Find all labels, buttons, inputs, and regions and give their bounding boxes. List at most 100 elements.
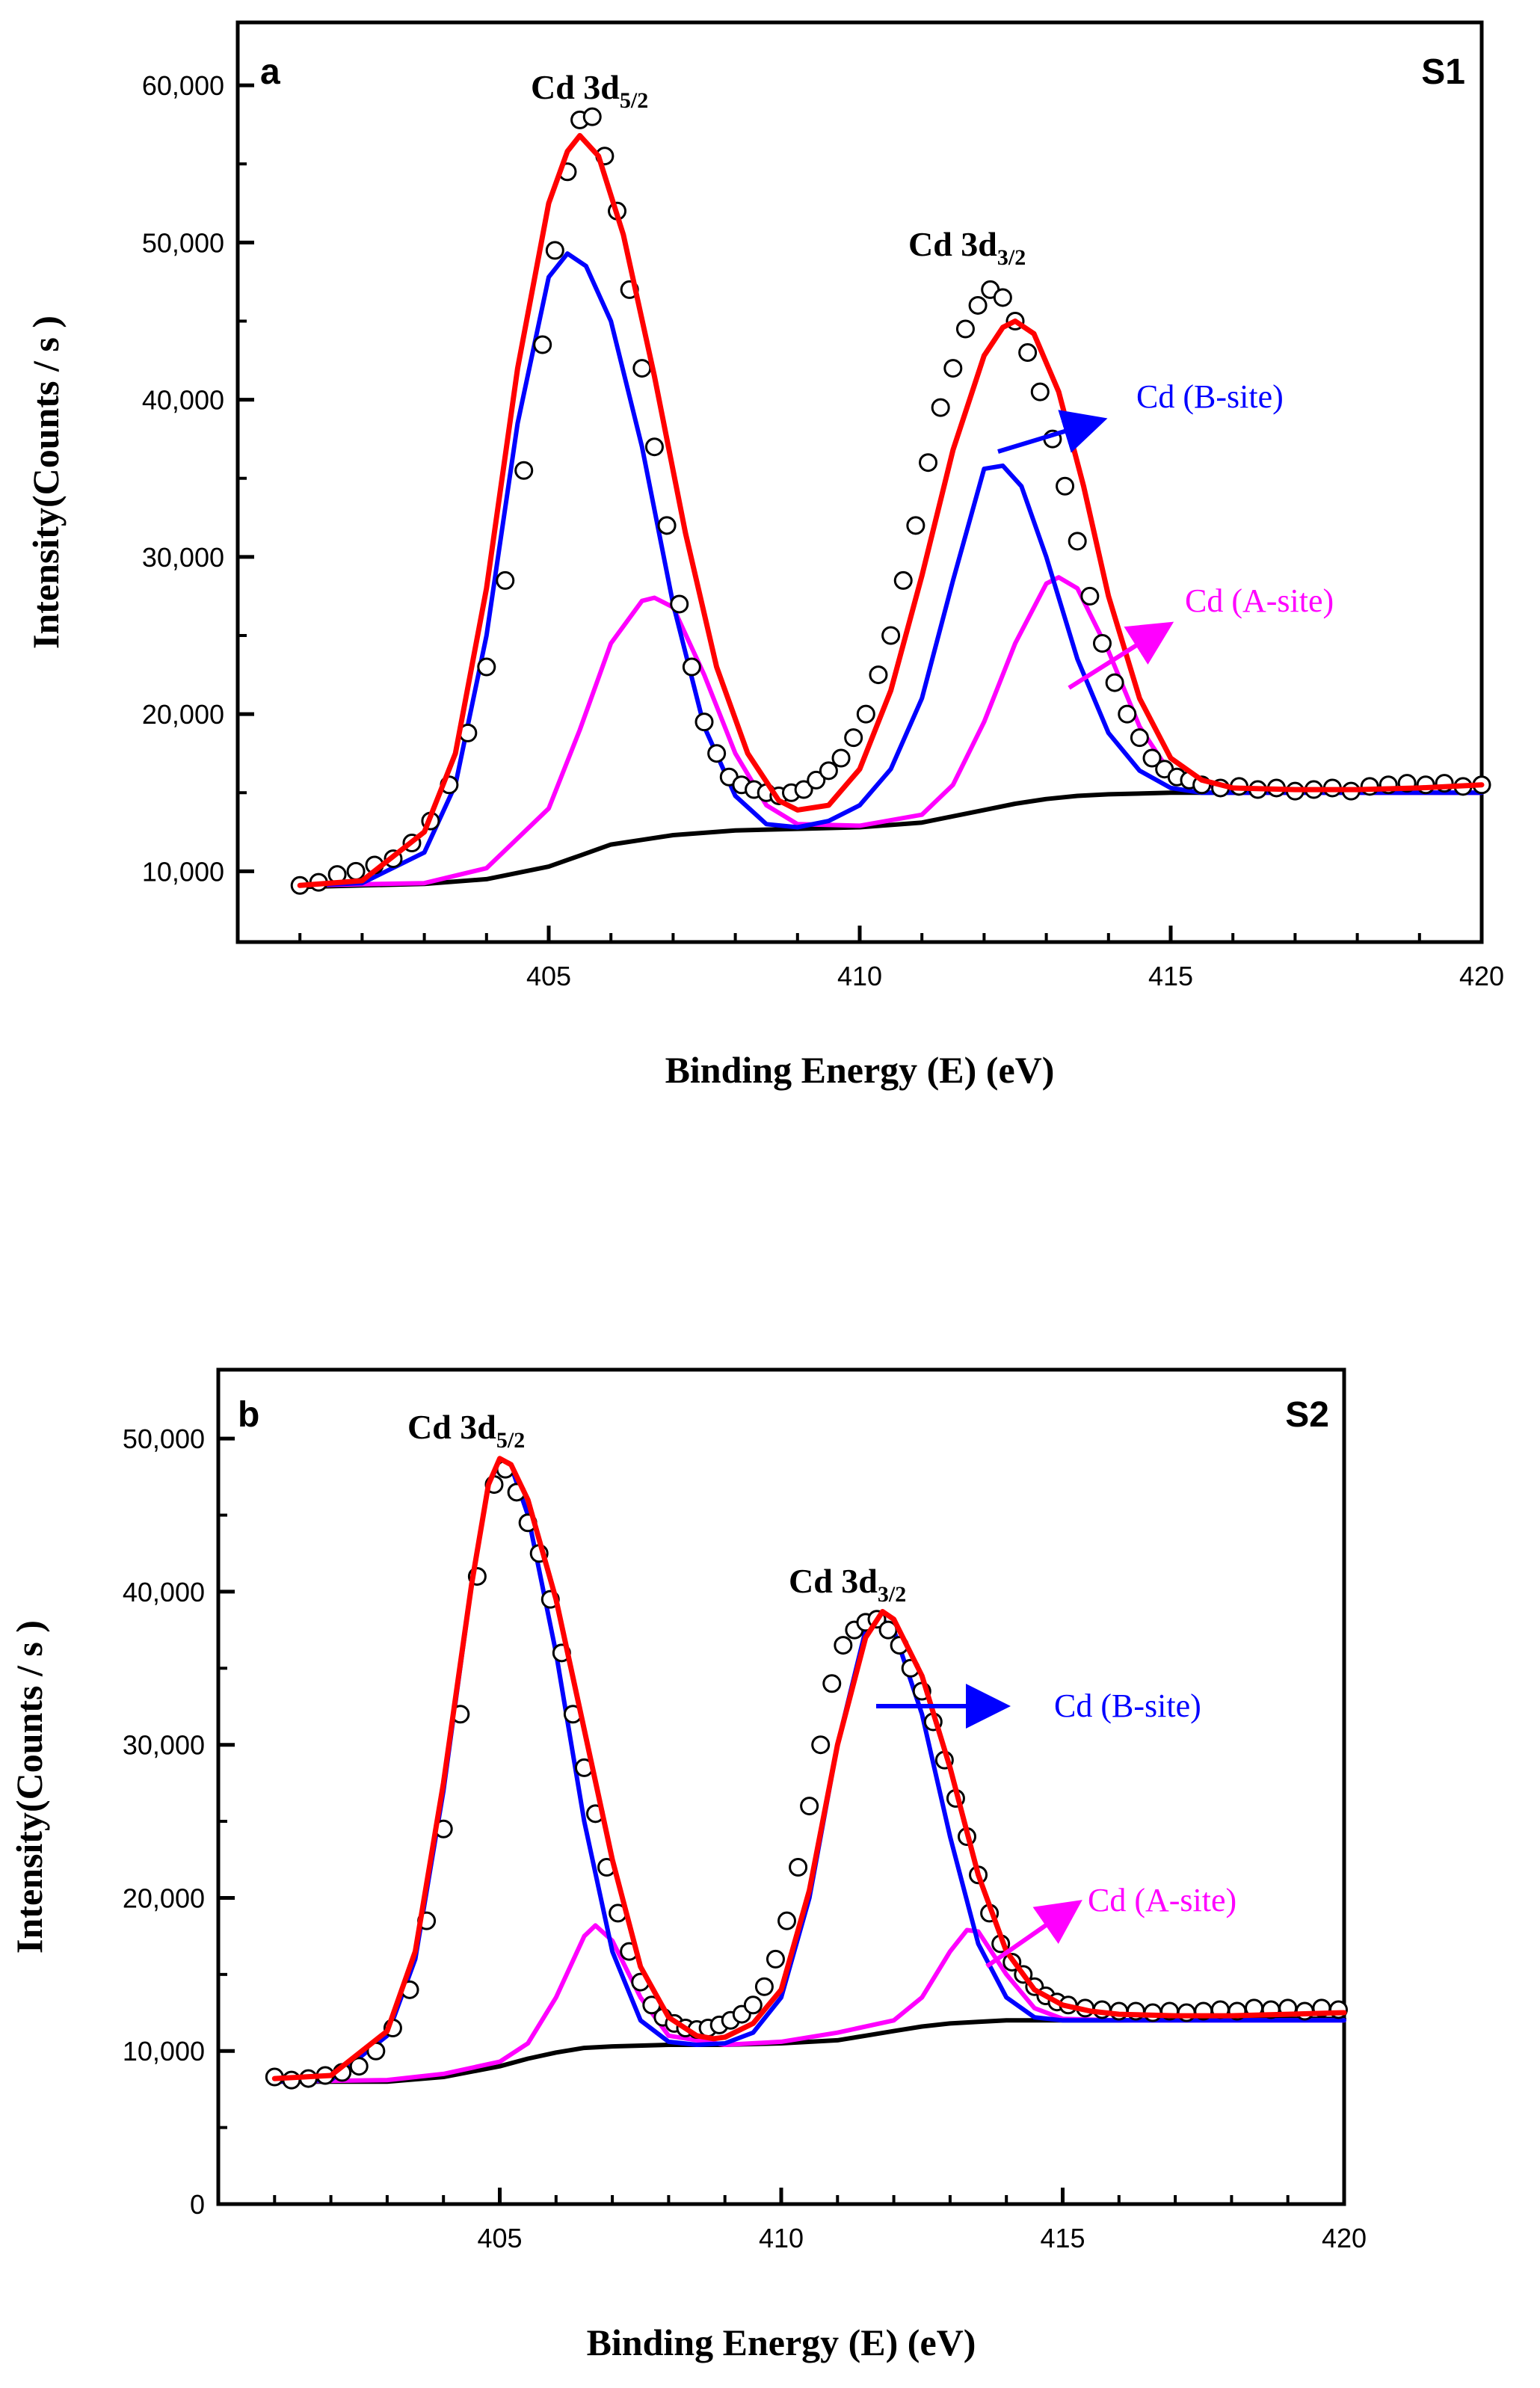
data-point	[819, 761, 838, 781]
x-axis-title: Binding Energy (E) (eV)	[665, 1049, 1055, 1091]
peak-label-prefix: Cd 3d	[789, 1562, 878, 1600]
data-point	[657, 516, 677, 535]
data-point	[1092, 634, 1112, 653]
x-axis-title: Binding Energy (E) (eV)	[587, 2321, 976, 2363]
data-point	[777, 1911, 797, 1930]
data-point	[800, 1797, 819, 1816]
data-point	[477, 657, 496, 677]
data-point	[754, 1977, 774, 1996]
b-site-arrow	[997, 410, 1108, 454]
data-point	[881, 626, 901, 645]
peak-label-subscript: 5/2	[496, 1428, 525, 1453]
y-tick-label: 30,000	[123, 1730, 205, 1761]
sample-label: S1	[1421, 52, 1465, 92]
data-point	[919, 453, 938, 473]
experimental-points	[290, 107, 1491, 895]
data-point	[346, 861, 366, 881]
data-point	[789, 1858, 808, 1877]
peak-label-3d32: Cd 3d3/2	[908, 225, 1026, 270]
b-site-curve	[272, 1459, 1346, 2084]
data-point	[955, 319, 975, 339]
series-layer	[265, 1456, 1348, 2090]
peak-label-subscript: 5/2	[620, 88, 648, 113]
data-point	[1030, 382, 1050, 401]
data-point	[943, 359, 963, 378]
peak-label-3d52: Cd 3d5/2	[531, 68, 648, 113]
data-point	[1105, 673, 1124, 692]
data-point	[670, 594, 689, 614]
background-curve	[298, 790, 1484, 890]
y-axis-title: Intensity(Counts / s )	[8, 1620, 50, 1954]
panel-letter: b	[238, 1395, 259, 1435]
peak-label-3d52: Cd 3d5/2	[407, 1408, 525, 1453]
peak-label-subscript: 3/2	[878, 1582, 906, 1607]
y-tick-label: 50,000	[123, 1424, 205, 1454]
a-site-label: Cd (A-site)	[1185, 582, 1334, 619]
x-axis-ticks: 405 410 415 420	[273, 2188, 1367, 2253]
x-tick-label: 420	[1459, 961, 1504, 991]
y-tick-label: 10,000	[142, 856, 224, 887]
a-site-arrow	[1068, 621, 1174, 690]
y-tick-label: 30,000	[142, 542, 224, 573]
background-curve	[272, 2016, 1346, 2084]
y-tick-label: 20,000	[123, 1883, 205, 1913]
data-point	[993, 288, 1012, 307]
peak-label-prefix: Cd 3d	[908, 225, 997, 263]
y-tick-label: 40,000	[123, 1577, 205, 1607]
x-tick-label: 420	[1322, 2223, 1367, 2253]
data-point	[869, 665, 888, 685]
data-point	[807, 770, 826, 790]
y-tick-label: 50,000	[142, 227, 224, 258]
data-point	[496, 570, 515, 590]
data-point	[1068, 532, 1087, 551]
data-point	[968, 295, 988, 315]
data-point	[893, 570, 913, 590]
data-point	[931, 398, 950, 417]
data-point	[1056, 476, 1075, 496]
y-tick-label: 10,000	[123, 2036, 205, 2067]
sample-label: S2	[1285, 1395, 1329, 1435]
data-point	[632, 359, 652, 378]
y-axis-title: Intensity(Counts / s )	[25, 316, 67, 649]
data-point	[582, 107, 602, 126]
data-point	[1177, 2003, 1196, 2022]
y-axis-ticks: 0 10,000 20,000 30,000 40,000 50,000	[123, 1424, 235, 2220]
peak-label-3d32: Cd 3d3/2	[789, 1562, 906, 1607]
x-tick-label: 410	[759, 2223, 804, 2253]
y-tick-label: 40,000	[142, 385, 224, 416]
data-point	[514, 461, 534, 480]
data-point	[1018, 343, 1038, 363]
data-point	[1130, 728, 1149, 748]
data-point	[844, 728, 863, 748]
data-point	[707, 744, 727, 763]
data-point	[1360, 777, 1379, 796]
data-point	[794, 780, 813, 799]
y-axis-ticks: 10,000 20,000 30,000 40,000 50,000 60,000	[142, 70, 254, 887]
data-point	[906, 516, 925, 535]
peak-label-subscript: 3/2	[997, 245, 1026, 270]
data-point	[1142, 748, 1162, 768]
data-point	[682, 657, 701, 677]
data-point	[644, 437, 664, 457]
data-point	[545, 241, 564, 260]
x-axis-ticks: 405 410 415 420	[298, 926, 1504, 991]
peak-label-prefix: Cd 3d	[531, 68, 620, 106]
data-point	[533, 335, 552, 354]
a-site-curve	[298, 575, 1484, 888]
b-site-label: Cd (B-site)	[1054, 1687, 1201, 1724]
y-tick-label: 20,000	[142, 699, 224, 730]
data-point	[349, 2057, 369, 2076]
series-layer	[290, 107, 1491, 895]
peak-label-prefix: Cd 3d	[407, 1408, 496, 1446]
data-point	[766, 1949, 785, 1969]
data-point	[831, 748, 851, 768]
y-tick-label: 60,000	[142, 70, 224, 101]
data-point	[811, 1735, 831, 1755]
data-point	[822, 1674, 842, 1693]
data-point	[1118, 704, 1137, 724]
b-site-label: Cd (B-site)	[1136, 378, 1284, 415]
x-tick-label: 415	[1040, 2223, 1085, 2253]
data-point	[743, 1995, 763, 2015]
data-point	[834, 1636, 853, 1655]
